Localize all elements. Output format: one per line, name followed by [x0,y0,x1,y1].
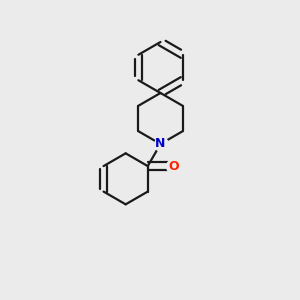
Text: N: N [155,137,166,151]
Text: O: O [168,160,178,172]
